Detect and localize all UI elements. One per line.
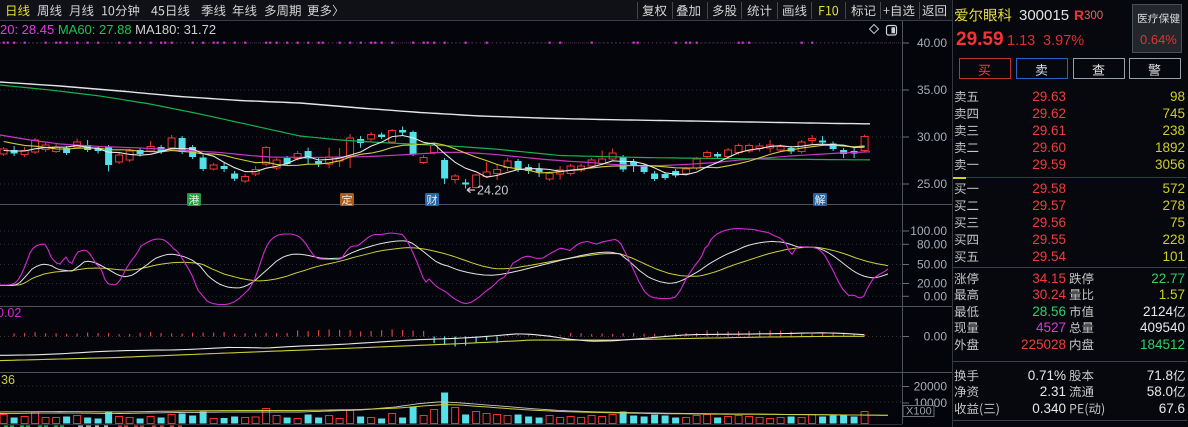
svg-text:25.00: 25.00 xyxy=(917,177,947,191)
svg-text:30.00: 30.00 xyxy=(917,130,947,144)
svg-text:80.00: 80.00 xyxy=(917,238,947,252)
svg-text:24.20: 24.20 xyxy=(477,184,508,198)
svg-text:0.02: 0.02 xyxy=(0,306,21,320)
svg-text:0.00: 0.00 xyxy=(924,330,948,344)
svg-text:X100: X100 xyxy=(906,406,932,418)
svg-text:20000: 20000 xyxy=(914,380,948,394)
svg-text:0.00: 0.00 xyxy=(924,290,948,304)
svg-text:40.00: 40.00 xyxy=(917,36,947,50)
svg-text:50.00: 50.00 xyxy=(917,258,947,272)
svg-text:36: 36 xyxy=(1,373,15,387)
svg-text:100.00: 100.00 xyxy=(910,224,947,238)
svg-text:35.00: 35.00 xyxy=(917,83,947,97)
svg-text:20.00: 20.00 xyxy=(917,277,947,291)
